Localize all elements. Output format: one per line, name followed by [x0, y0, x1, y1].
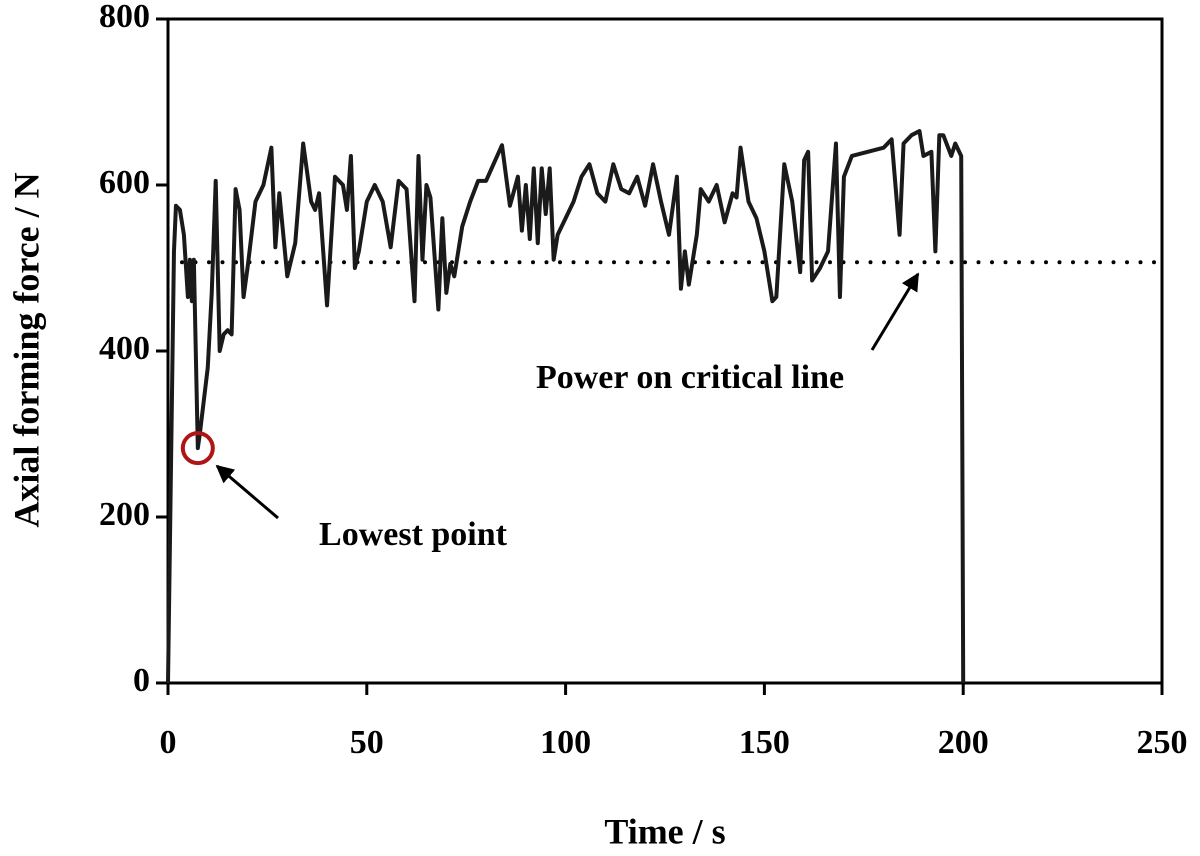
- x-axis-label: Time / s: [604, 811, 725, 851]
- x-tick-label: 0: [160, 724, 177, 761]
- x-tick-label: 150: [739, 724, 790, 761]
- plot-frame: [166, 17, 1164, 685]
- data-line: [166, 129, 966, 684]
- annotation: Lowest point: [319, 516, 508, 553]
- x-tick-label: 50: [350, 724, 384, 761]
- y-tick-label: 400: [99, 330, 150, 367]
- y-tick-label: 600: [99, 164, 150, 201]
- lowest-point-marker: [180, 431, 215, 466]
- y-tick-label: 0: [133, 662, 150, 699]
- y-tick-label: 800: [99, 0, 150, 35]
- x-tick-label: 100: [540, 724, 591, 761]
- y-axis-label: Axial forming force / N: [6, 172, 46, 527]
- arrow: [215, 464, 279, 520]
- x-tick-label: 250: [1137, 724, 1188, 761]
- x-tick-label: 200: [938, 724, 989, 761]
- y-tick-label: 200: [99, 496, 150, 533]
- annotation: Power on critical line: [536, 359, 844, 396]
- arrow: [870, 272, 920, 351]
